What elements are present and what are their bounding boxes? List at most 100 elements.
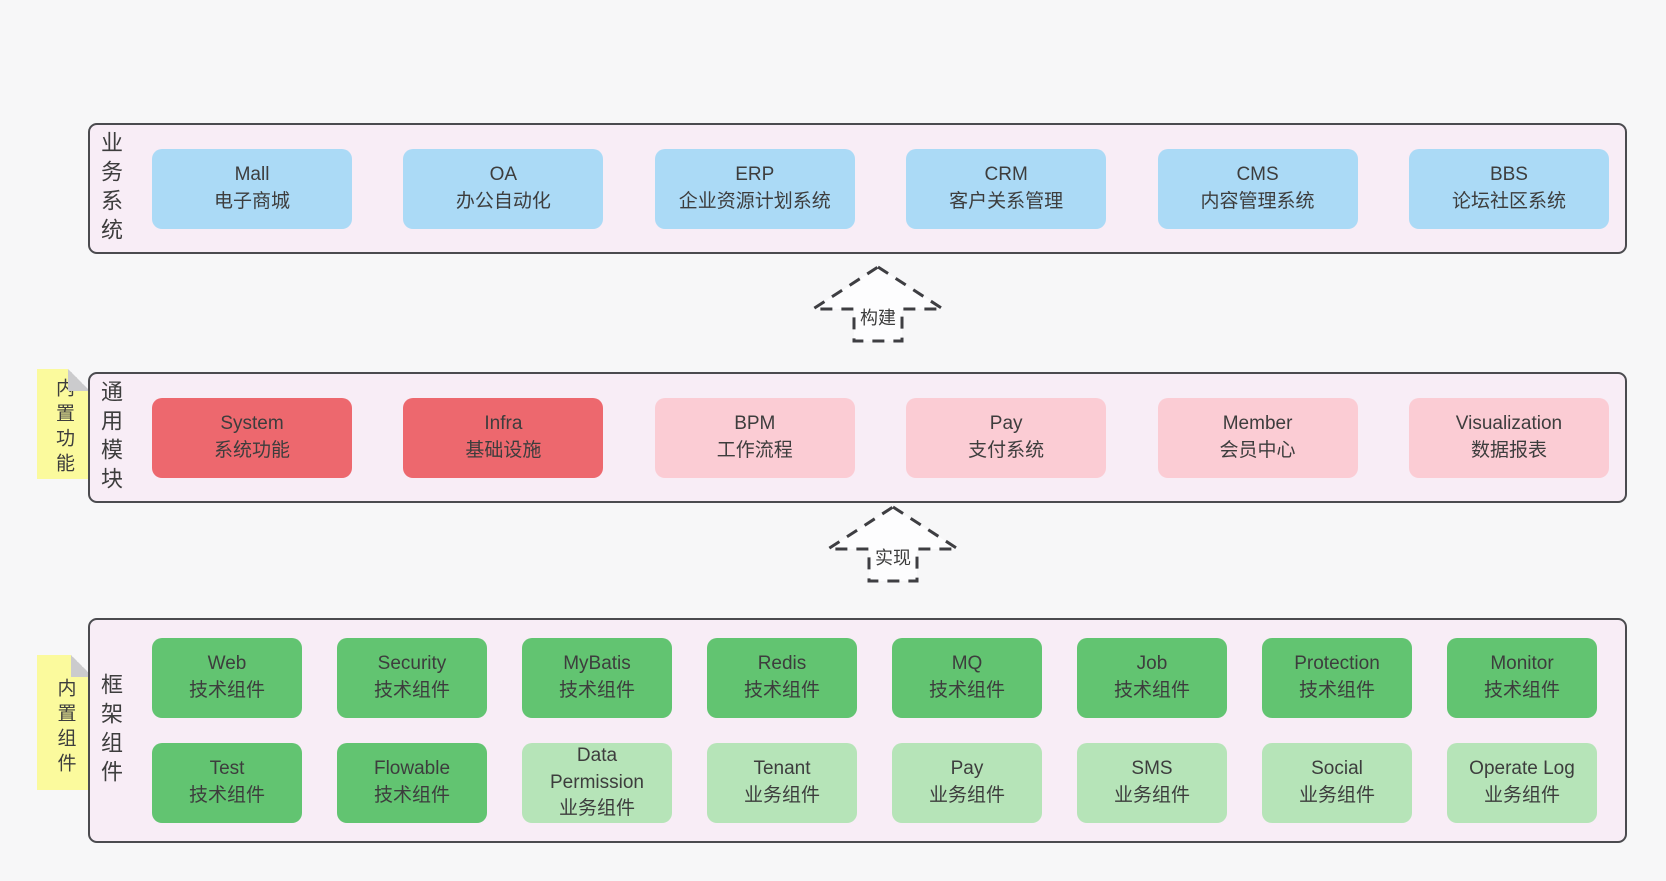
box-title: Web (207, 653, 247, 675)
box-title: Pay (950, 758, 984, 780)
box-title: Member (1222, 412, 1293, 434)
box-data-permission: Data Permission 业务组件 (522, 743, 672, 823)
box-title: OA (489, 163, 518, 185)
box-title: MQ (951, 653, 983, 675)
box-subtitle: 数据报表 (1470, 439, 1547, 461)
box-sms: SMS 业务组件 (1077, 743, 1227, 823)
box-member: Member 会员中心 (1157, 397, 1358, 478)
box-title: Mall (234, 163, 270, 185)
box-title: System (220, 412, 284, 434)
box-mall: Mall 电子商城 (152, 148, 352, 229)
layer-box-area: Mall 电子商城 OA 办公自动化 ERP 企业资源计划系统 CRM 客户关系管理 CMS 内容… (152, 125, 1609, 252)
box-monitor: Monitor 技术组件 (1447, 638, 1597, 718)
box-title: MyBatis (563, 653, 631, 675)
box-subtitle: 技术组件 (743, 680, 820, 701)
box-title: Security (377, 653, 447, 675)
box-system: System 系统功能 (152, 397, 352, 478)
box-bbs: BBS 论坛社区系统 (1408, 148, 1609, 229)
sticky-note-builtin-components: 内置组件 (37, 655, 93, 790)
box-subtitle: 客户关系管理 (949, 190, 1064, 212)
box-title: CMS (1236, 163, 1279, 185)
box-subtitle: 论坛社区系统 (1451, 190, 1566, 212)
box-web: Web 技术组件 (152, 638, 302, 718)
layer-box-area: System 系统功能 Infra 基础设施 BPM 工作流程 Pay 支付系统 Member 会… (152, 374, 1609, 501)
layer-common-modules: 通用模块 System 系统功能 Infra 基础设施 BPM 工作流程 Pay 支付系统 Me… (88, 372, 1627, 503)
box-title: Tenant (753, 758, 811, 780)
box-subtitle: 技术组件 (1483, 680, 1560, 701)
box-social: Social 业务组件 (1262, 743, 1412, 823)
box-erp: ERP 企业资源计划系统 (654, 148, 855, 229)
framework-components-row-1: Web 技术组件 Security 技术组件 MyBatis 技术组件 Redis 技术组件 M… (152, 638, 1597, 718)
box-subtitle: 会员中心 (1219, 439, 1296, 461)
layer-box-area: Web 技术组件 Security 技术组件 MyBatis 技术组件 Redis 技术组件 M… (152, 620, 1597, 841)
box-subtitle: 技术组件 (1298, 680, 1375, 701)
layer-framework-components: 框架组件 Web 技术组件 Security 技术组件 MyBatis 技术组件 Redis… (88, 618, 1627, 843)
box-job: Job 技术组件 (1077, 638, 1227, 718)
box-subtitle: 业务组件 (928, 785, 1005, 806)
box-title: Infra (484, 412, 523, 434)
box-title: Operate Log (1469, 758, 1575, 780)
box-security: Security 技术组件 (337, 638, 487, 718)
box-subtitle: 技术组件 (928, 680, 1005, 701)
box-tenant: Tenant 业务组件 (707, 743, 857, 823)
common-modules-row-1: System 系统功能 Infra 基础设施 BPM 工作流程 Pay 支付系统 Member 会… (152, 397, 1609, 478)
box-redis: Redis 技术组件 (707, 638, 857, 718)
box-title: Visualization (1455, 412, 1563, 434)
arrow-label: 实现 (871, 543, 915, 571)
sticky-note-builtin-functions: 内置功能 (37, 369, 90, 479)
box-infra: Infra 基础设施 (403, 397, 604, 478)
box-title: Data Permission (550, 744, 644, 793)
box-title: Protection (1294, 653, 1380, 675)
folded-corner-icon (68, 369, 90, 391)
box-title: CRM (984, 163, 1028, 185)
box-subtitle: 技术组件 (188, 680, 265, 701)
box-subtitle: 技术组件 (373, 680, 450, 701)
box-subtitle: 办公自动化 (455, 190, 551, 212)
arrow-label: 构建 (856, 303, 900, 331)
box-title: Redis (757, 653, 807, 675)
box-test: Test 技术组件 (152, 743, 302, 823)
business-systems-row-1: Mall 电子商城 OA 办公自动化 ERP 企业资源计划系统 CRM 客户关系管理 CMS 内容… (152, 148, 1609, 229)
box-title: ERP (735, 163, 775, 185)
box-title: BPM (734, 412, 776, 434)
box-subtitle: 技术组件 (188, 785, 265, 806)
folded-corner-icon (71, 655, 93, 677)
box-subtitle: 业务组件 (1298, 785, 1375, 806)
framework-components-row-2: Test 技术组件 Flowable 技术组件 Data Permission 业务组件 T… (152, 743, 1597, 823)
layer-side-label: 业务系统 (98, 130, 123, 247)
box-title: Pay (989, 412, 1023, 434)
box-subtitle: 业务组件 (558, 798, 635, 820)
arrow-build: 构建 (807, 263, 949, 345)
box-subtitle: 业务组件 (743, 785, 820, 806)
box-flowable: Flowable 技术组件 (337, 743, 487, 823)
box-title: Job (1136, 653, 1168, 675)
layer-side-label: 通用模块 (98, 379, 123, 496)
box-title: Monitor (1490, 653, 1554, 675)
sticky-note-label: 内置组件 (54, 677, 76, 778)
box-subtitle: 技术组件 (558, 680, 635, 701)
box-subtitle: 业务组件 (1113, 785, 1190, 806)
box-title: Social (1311, 758, 1363, 780)
box-crm: CRM 客户关系管理 (906, 148, 1107, 229)
box-mq: MQ 技术组件 (892, 638, 1042, 718)
box-subtitle: 业务组件 (1483, 785, 1560, 806)
layer-business-systems: 业务系统 Mall 电子商城 OA 办公自动化 ERP 企业资源计划系统 CRM 客户关系管理… (88, 123, 1627, 254)
box-title: Flowable (373, 758, 451, 780)
box-operate-log: Operate Log 业务组件 (1447, 743, 1597, 823)
box-subtitle: 企业资源计划系统 (678, 190, 831, 212)
box-title: BBS (1489, 163, 1528, 185)
layer-side-label: 框架组件 (98, 672, 123, 789)
box-subtitle: 基础设施 (465, 439, 542, 461)
sticky-note-label: 内置功能 (53, 378, 74, 479)
box-subtitle: 支付系统 (968, 439, 1045, 461)
box-pay: Pay 支付系统 (906, 397, 1107, 478)
box-subtitle: 技术组件 (1113, 680, 1190, 701)
arrow-implement: 实现 (822, 503, 964, 585)
box-subtitle: 工作流程 (716, 439, 793, 461)
box-bpm: BPM 工作流程 (654, 397, 855, 478)
box-visualization: Visualization 数据报表 (1408, 397, 1609, 478)
box-mybatis: MyBatis 技术组件 (522, 638, 672, 718)
box-subtitle: 电子商城 (213, 190, 290, 212)
box-subtitle: 技术组件 (373, 785, 450, 806)
